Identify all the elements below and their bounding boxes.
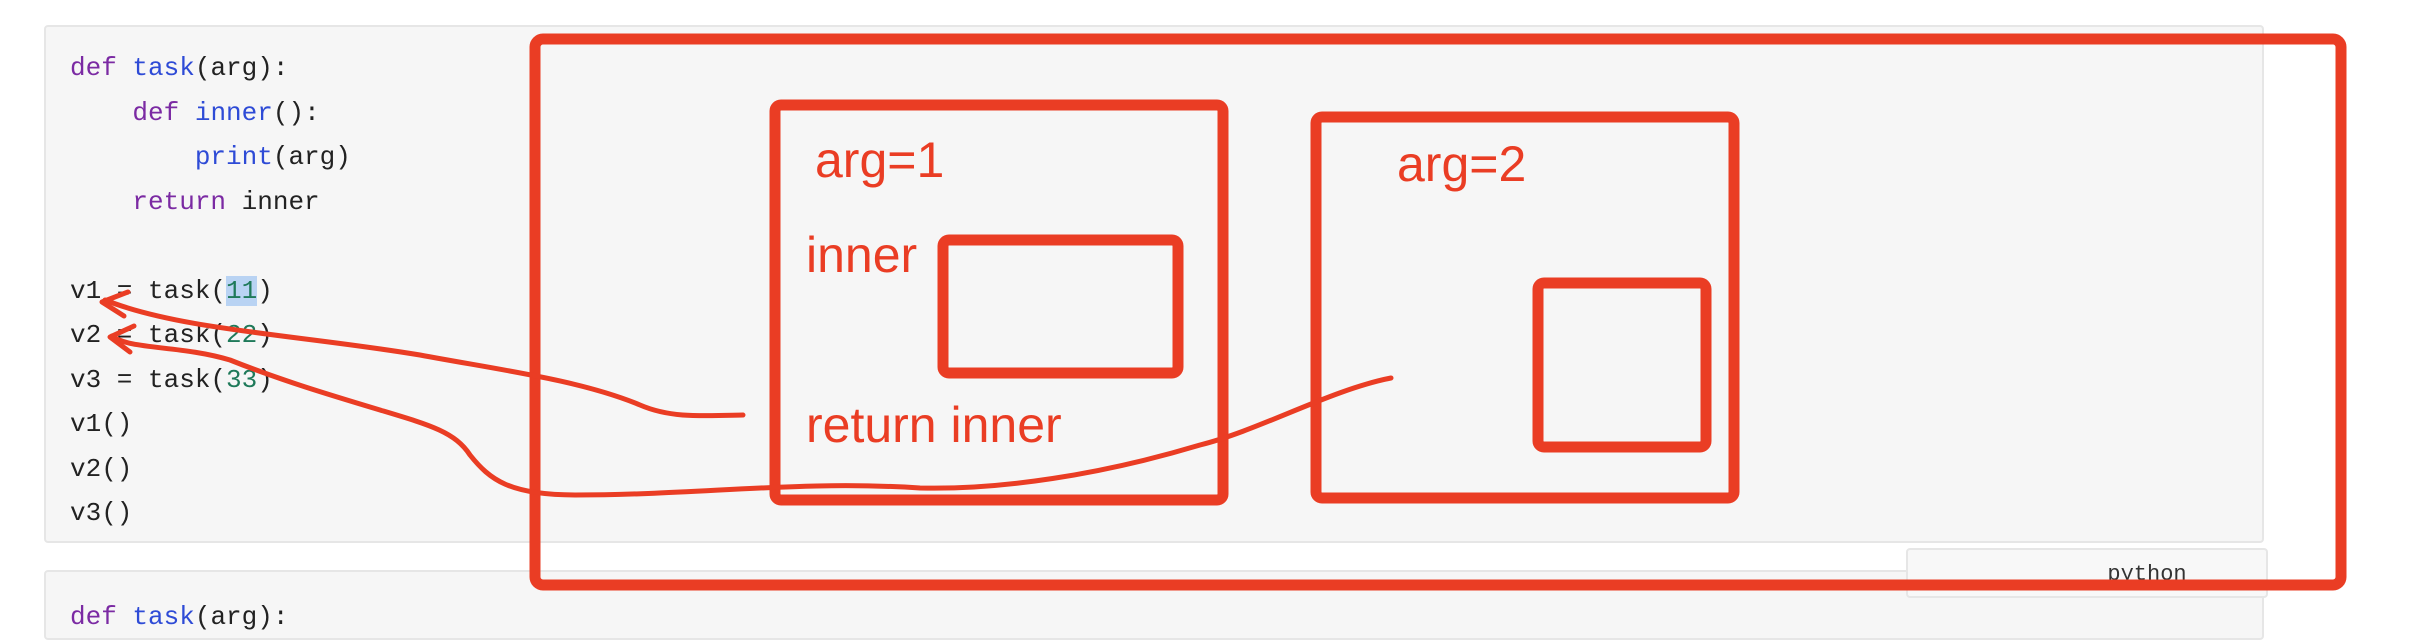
code-line: v3 = task(33) [70, 358, 273, 402]
code-token: v2 = task( [70, 320, 227, 350]
code-line: print(arg) [70, 135, 351, 179]
code-token: v3 = task( [70, 364, 227, 395]
code-line: v1() [70, 402, 132, 446]
code-token-highlighted: 11 [226, 275, 258, 306]
code-token: v1 = task( [70, 275, 227, 306]
code-token: (arg) [272, 142, 351, 172]
code-token: (): [272, 97, 320, 128]
language-tag[interactable]: python [1906, 548, 2268, 598]
code-token: return [132, 186, 242, 217]
code-token: 22 [226, 320, 258, 350]
code-line: def inner(): [70, 91, 320, 135]
code-token: print [194, 142, 273, 172]
code-token: ) [257, 275, 273, 306]
code-token: v2() [70, 453, 133, 484]
code-line: v2() [70, 447, 132, 491]
code-token: ) [257, 320, 273, 350]
code-token: inner [241, 186, 320, 217]
code-line: def task(arg): [70, 595, 288, 639]
code-line: def task(arg): [70, 46, 288, 90]
code-line: v3() [70, 491, 132, 535]
code-token [70, 98, 132, 128]
code-token: inner [194, 97, 273, 128]
code-token: task [132, 53, 195, 83]
code-token: (arg): [194, 602, 289, 632]
code-token [70, 142, 195, 172]
code-token: 33 [226, 364, 258, 395]
code-token: (arg): [194, 53, 289, 83]
code-line: return inner [70, 180, 320, 224]
code-token: def [70, 53, 133, 83]
code-token: def [132, 97, 195, 128]
code-line: v2 = task(22) [70, 313, 273, 357]
code-token: task [132, 602, 195, 632]
code-block [44, 25, 2264, 543]
code-line: v1 = task(11) [70, 269, 273, 313]
code-token: def [70, 602, 133, 632]
code-token: v3() [70, 498, 133, 528]
code-token [70, 187, 132, 217]
code-token: ) [257, 364, 273, 395]
code-token: v1() [70, 409, 133, 439]
